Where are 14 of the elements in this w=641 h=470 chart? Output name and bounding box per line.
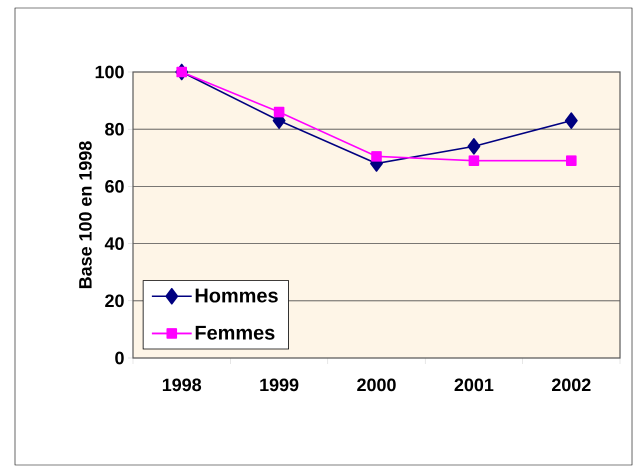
legend-label: Femmes — [196, 326, 274, 340]
y-tick-label: 60 — [105, 180, 124, 193]
y-tick-label: 0 — [115, 352, 124, 364]
y-tick-label: 80 — [105, 122, 124, 136]
x-tick-label: 1999 — [260, 378, 298, 392]
x-tick-label: 2001 — [454, 378, 494, 392]
legend-label: Hommes — [196, 288, 278, 303]
x-tick-label: 1998 — [162, 378, 202, 392]
x-tick-label: 2000 — [357, 378, 396, 392]
x-tick-label: 2002 — [552, 378, 591, 392]
y-tick-label: 20 — [105, 294, 124, 308]
y-tick-label: 40 — [104, 237, 124, 250]
y-tick-label: 100 — [96, 66, 124, 78]
y-axis-title: Base 100 en 1998 — [79, 141, 92, 288]
